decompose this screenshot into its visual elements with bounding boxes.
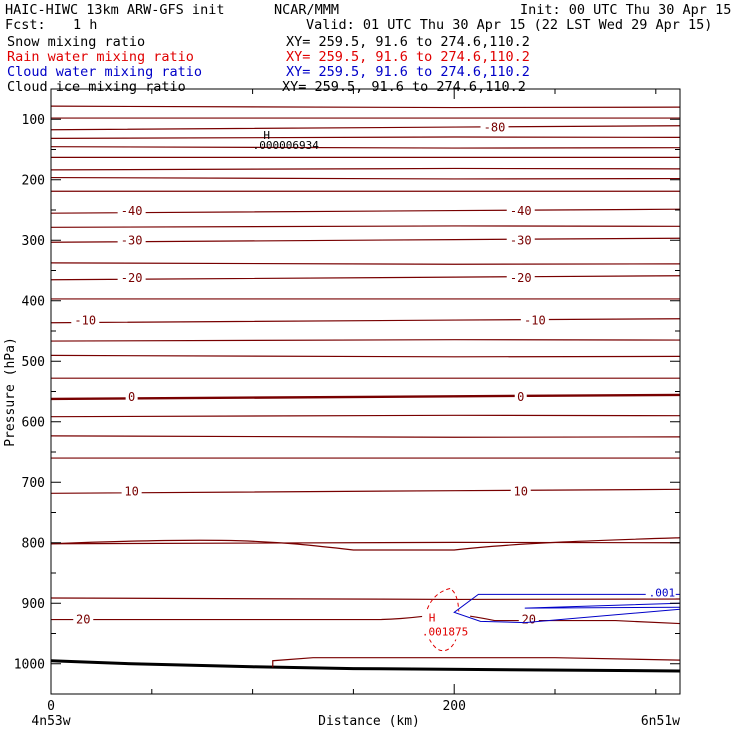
field-rain-name: Rain water mixing ratio xyxy=(7,49,194,65)
terrain-surface xyxy=(50,659,681,673)
right-endpoint-label: 6n51w xyxy=(641,714,680,729)
rain-contour xyxy=(424,587,460,652)
isotherm-line xyxy=(50,597,681,601)
rain-label-bg xyxy=(422,611,471,640)
contour-label: 20 xyxy=(76,613,90,627)
isotherm-line xyxy=(50,262,681,265)
x-tick-label: 200 xyxy=(442,699,465,714)
contour-label-bg xyxy=(506,270,535,284)
contour-label-bg xyxy=(73,612,94,626)
isotherm-line xyxy=(50,146,681,149)
isotherm-line xyxy=(50,176,681,180)
contour-label-bg xyxy=(510,484,531,498)
field-rain-xy: XY= 259.5, 91.6 to 274.6,110.2 xyxy=(286,49,530,65)
contour-label: 20 xyxy=(522,613,536,627)
field-cloudice-name: Cloud ice mixing ratio xyxy=(7,79,186,95)
isotherm-20 xyxy=(51,613,681,625)
forecast-hour: 1 h xyxy=(73,17,98,33)
contour-label-bg xyxy=(117,204,146,218)
contour-label: -30 xyxy=(510,233,532,247)
contour-label: -10 xyxy=(524,314,546,328)
y-tick-label: 900 xyxy=(22,597,45,612)
cloud-water-contour-inner xyxy=(524,602,681,609)
field-cloudwater-xy: XY= 259.5, 91.6 to 274.6,110.2 xyxy=(286,64,530,80)
contour-label-bg xyxy=(125,389,138,403)
model-title: HAIC-HIWC 13km ARW-GFS init xyxy=(5,2,225,18)
y-tick-label: 1000 xyxy=(14,657,45,672)
contour-label: -20 xyxy=(121,271,143,285)
contour-label-bg xyxy=(117,233,146,247)
snow-max-marker: H xyxy=(263,129,270,142)
field-cloudwater-name: Cloud water mixing ratio xyxy=(7,64,203,80)
contour-label-bg xyxy=(121,484,142,498)
isotherm-10 xyxy=(50,488,681,494)
contour-label: -20 xyxy=(510,271,532,285)
contour-label-bg xyxy=(117,270,146,284)
x-axis-label: Distance (km) xyxy=(318,714,420,729)
cloud-water-label-bg xyxy=(645,586,676,599)
valid-time: Valid: 01 UTC Thu 30 Apr 15 (22 LST Wed … xyxy=(306,17,713,33)
contour-label-bg xyxy=(71,313,100,327)
org-label: NCAR/MMM xyxy=(274,2,340,18)
isotherm-line xyxy=(50,225,681,228)
contour-label-bg xyxy=(506,233,535,247)
contour-label: 0 xyxy=(128,390,135,404)
field-cloudice-xy: XY= 259.5, 91.6 to 274.6,110.2 xyxy=(282,79,526,95)
y-tick-label: 400 xyxy=(22,294,45,309)
y-tick-label: 300 xyxy=(22,234,45,249)
contour-label: 10 xyxy=(514,484,528,498)
contour-label-bg xyxy=(520,313,549,327)
contour-label: -80 xyxy=(484,121,506,135)
contour-label: 10 xyxy=(124,484,138,498)
init-time: Init: 00 UTC Thu 30 Apr 15 xyxy=(520,2,732,18)
field-snow-xy: XY= 259.5, 91.6 to 274.6,110.2 xyxy=(286,34,530,50)
left-endpoint-label: 4n53w xyxy=(31,714,70,729)
cloud-water-contour xyxy=(453,593,681,624)
contour-label: 0 xyxy=(517,390,524,404)
contour-label-bg xyxy=(480,120,509,134)
isotherm-line xyxy=(50,414,681,418)
isotherm-0 xyxy=(50,393,681,401)
y-tick-label: 200 xyxy=(22,173,45,188)
terrain xyxy=(50,657,681,673)
snow-max-value: .000006934 xyxy=(253,139,320,152)
y-tick-label: 100 xyxy=(22,113,45,128)
temperature-contours: -80 -40 -40 -30 -30 -20 -20 -10 -10 0 0 10 10 20 20 xyxy=(50,105,681,627)
contour-label: -30 xyxy=(121,233,143,247)
y-tick-label: 600 xyxy=(22,415,45,430)
isotherm-line xyxy=(50,354,681,358)
cloud-water-label: .001 xyxy=(649,586,676,599)
forecast-label: Fcst: xyxy=(5,17,46,33)
plot-frame xyxy=(50,88,681,695)
contour-label: -40 xyxy=(510,204,532,218)
contour-label: -40 xyxy=(121,204,143,218)
isotherm--10 xyxy=(50,318,681,324)
contour-label-bg xyxy=(506,204,535,218)
isotherm--80 xyxy=(50,125,681,131)
isotherm-line xyxy=(50,339,681,342)
isotherm-near-surface xyxy=(272,657,681,668)
y-tick-label: 700 xyxy=(22,476,45,491)
rain-max-marker: H xyxy=(429,612,436,625)
rain-max-value: .001875 xyxy=(422,626,468,639)
contour-label-bg xyxy=(514,389,527,403)
isotherm-line xyxy=(50,541,681,545)
x-tick-label: 0 xyxy=(47,699,55,714)
isotherm-dip xyxy=(50,537,681,551)
field-snow-name: Snow mixing ratio xyxy=(7,34,146,50)
y-tick-label: 500 xyxy=(22,355,45,370)
y-axis-label: Pressure (hPa) xyxy=(3,337,18,447)
isotherm-line xyxy=(50,105,681,109)
contour-label: -10 xyxy=(74,314,96,328)
isotherm-line xyxy=(50,435,681,438)
y-tick-label: 800 xyxy=(22,536,45,551)
isotherm-line xyxy=(50,136,681,139)
isotherm-line xyxy=(50,167,681,171)
